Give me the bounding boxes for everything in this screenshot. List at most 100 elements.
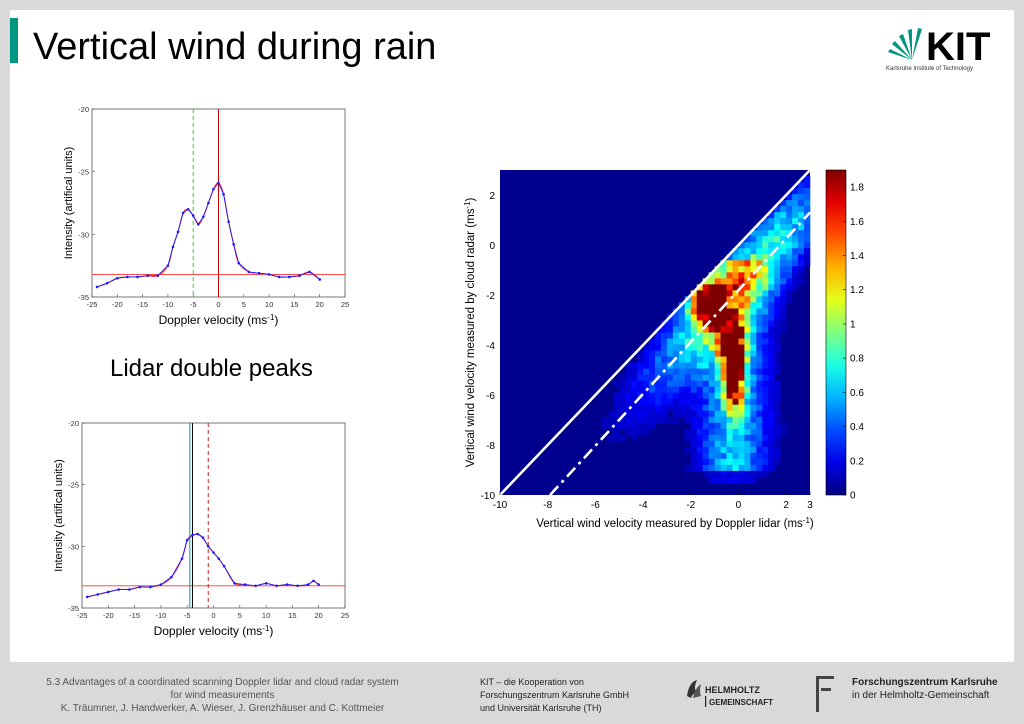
data-point [159, 583, 163, 586]
heatmap-cell [660, 338, 668, 345]
heatmap-cell [660, 386, 668, 393]
heatmap-cell [690, 446, 698, 454]
heatmap-cell [762, 434, 769, 442]
heatmap-cell [738, 374, 745, 381]
x-tick-label: 20 [315, 611, 323, 620]
heatmap-cell [756, 446, 763, 454]
heatmap-cell [678, 404, 686, 412]
heatmap-cell [738, 260, 745, 267]
heatmap-cell [738, 350, 745, 357]
data-point [277, 275, 281, 279]
heatmap-cell [744, 308, 751, 315]
heatmap-cell [690, 458, 698, 466]
heatmap-cell [702, 374, 709, 381]
heatmap-cell [732, 374, 739, 381]
heatmap-cell [619, 380, 626, 387]
heatmap-cell [738, 344, 745, 351]
heatmap-cell [690, 464, 698, 472]
heatmap-cell [643, 356, 650, 363]
heatmap-cell [732, 416, 739, 424]
heatmap-cell [631, 392, 638, 400]
heatmap-cell [684, 326, 692, 333]
heatmap-cell [804, 254, 811, 261]
lidar-spectrum-top-chart: -25 -20 -15 -10 -5 0 5 10 15 20 25 -20 -25 -30 -35 Dopp… [63, 105, 349, 327]
heatmap-cell [774, 380, 781, 387]
heatmap-cell [690, 404, 698, 412]
heatmap-cell [762, 452, 769, 460]
heatmap-cell [726, 362, 733, 369]
heatmap-cell [750, 242, 757, 249]
heatmap-cell [726, 416, 733, 424]
heatmap-cell [792, 284, 799, 291]
heatmap-cell [696, 428, 703, 436]
data-point [233, 582, 236, 585]
heatmap-cell [702, 362, 709, 369]
heatmap-cell [720, 386, 727, 393]
heatmap-cell [678, 386, 686, 393]
heatmap-cell [678, 374, 686, 381]
heatmap-cell [655, 398, 662, 406]
heatmap-cell [678, 362, 686, 369]
heatmap-cell [637, 374, 644, 381]
heatmap-cell [637, 362, 644, 369]
data-point [128, 588, 131, 591]
y-tick-label: -4 [486, 341, 495, 352]
colorbar-tick-label: 1.2 [850, 285, 864, 296]
data-point [95, 285, 99, 289]
heatmap-cell [720, 368, 727, 375]
heatmap-cell [726, 398, 733, 406]
x-tick-label: -10 [155, 611, 166, 620]
heatmap-cell [804, 242, 811, 249]
heatmap-cell [744, 422, 751, 430]
y-tick-label: -20 [78, 105, 89, 114]
heatmap-cell [744, 410, 751, 418]
heatmap-cell [726, 308, 733, 315]
heatmap-cell [750, 314, 757, 321]
heatmap-cell [762, 446, 769, 454]
heatmap-cell [792, 278, 799, 285]
heatmap-cell [726, 302, 733, 309]
heatmap-cell [744, 428, 751, 436]
heatmap-cell [726, 320, 733, 327]
heatmap-cell [696, 422, 703, 430]
heatmap-cell [744, 452, 751, 460]
heatmap-cell [690, 332, 698, 339]
heatmap-cell [792, 200, 799, 207]
heatmap-cell [750, 398, 757, 406]
heatmap-cell [672, 386, 680, 393]
heatmap-cell [768, 446, 775, 454]
heatmap-cell [798, 230, 805, 237]
heatmap-cell [756, 452, 763, 460]
heatmap-cell [756, 236, 763, 243]
heatmap-cell [774, 422, 781, 430]
y-tick-label: -10 [481, 491, 496, 502]
heatmap-cell [601, 422, 608, 430]
heatmap-cell [726, 350, 733, 357]
heatmap-cell [643, 368, 650, 375]
heatmap-cell [774, 272, 781, 279]
plot-frame [81, 422, 346, 609]
heatmap-cell [768, 362, 775, 369]
heatmap-cell [744, 446, 751, 454]
heatmap-cell [637, 350, 644, 357]
heatmap-cell [714, 410, 721, 418]
heatmap-cell [720, 452, 727, 460]
heatmap-cells [601, 176, 811, 484]
data-point [166, 264, 170, 267]
heatmap-cell [750, 434, 757, 442]
heatmap-cell [702, 422, 709, 430]
y-tick-label: 0 [489, 241, 495, 252]
footer-citation-line2: for wind measurements [170, 690, 275, 701]
heatmap-cell [649, 386, 656, 393]
heatmap-cell [786, 278, 793, 285]
colorbar-tick-label: 0 [850, 491, 856, 502]
heatmap-cell [726, 458, 733, 466]
heatmap-cell [607, 410, 614, 418]
heatmap-cell [714, 464, 721, 472]
heatmap-cell [672, 362, 680, 369]
heatmap-cell [792, 248, 799, 255]
heatmap-cell [750, 476, 757, 484]
heatmap-cell [696, 368, 703, 375]
heatmap-cell [714, 308, 721, 315]
heatmap-cell [619, 410, 626, 418]
